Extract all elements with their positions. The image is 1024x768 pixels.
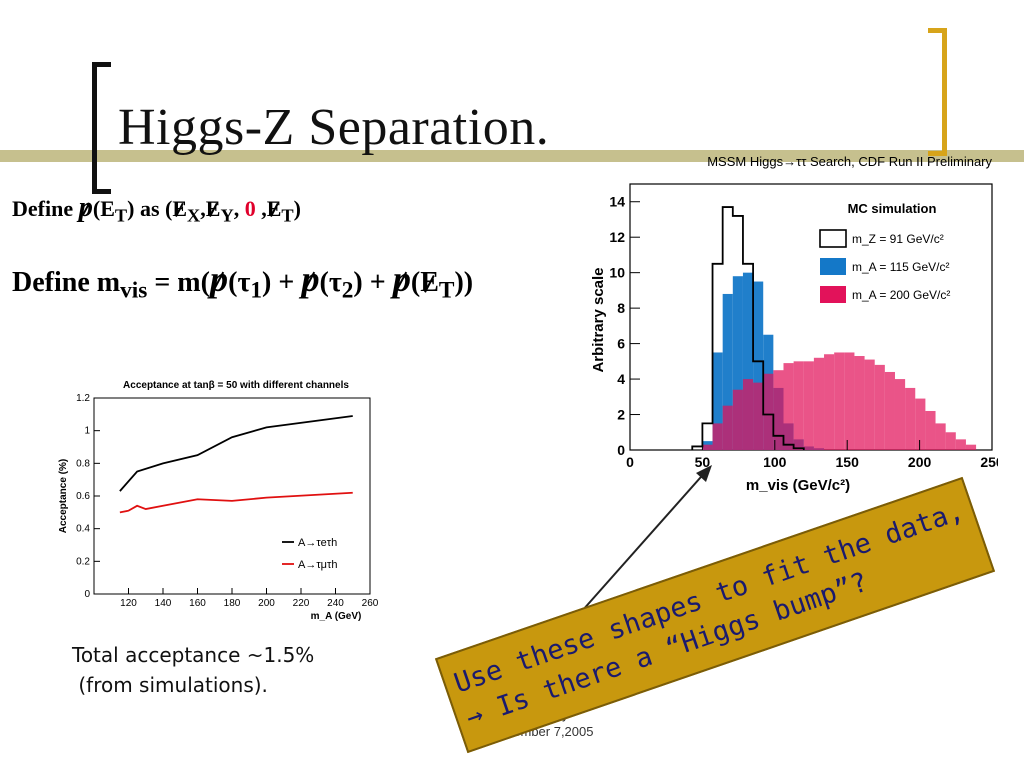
mvis-histogram-bar [702,444,713,450]
mvis-histogram-bar [753,281,764,450]
acceptance-x-tick-label: 200 [258,598,275,609]
mvis-legend-label: m_Z = 91 GeV/c² [852,232,944,246]
mvis-histogram-bar [722,405,733,450]
mvis-x-tick-label: 100 [763,454,787,470]
mvis-histogram-bar [864,359,875,450]
mvis-histogram-bar [874,364,885,450]
mvis-y-tick-label: 12 [609,229,625,245]
mvis-histogram-bar [935,423,946,450]
mvis-histogram-bar [712,352,723,450]
mvis-histogram-bar [834,352,845,450]
definition-missing-et: Define p(ET) as (EX,EY, 0 ,ET) [12,192,301,226]
mvis-histogram-bar [925,410,936,450]
acceptance-y-tick-label: 0 [84,589,90,600]
accent-bar [0,150,1024,162]
acceptance-x-label: m_A (GeV) [311,611,362,622]
left-bracket [92,62,111,194]
acceptance-legend-label: A→τeτh [298,537,337,549]
acceptance-note: Total acceptance ~1.5% (from simulations… [72,643,315,697]
mvis-histogram-bar [945,432,956,450]
acceptance-y-tick-label: 0.6 [76,491,90,502]
acceptance-x-tick-label: 140 [155,598,172,609]
mvis-histogram-bar [722,293,733,450]
acceptance-y-tick-label: 0.4 [76,524,90,535]
acceptance-y-tick-label: 1.2 [76,393,90,404]
acceptance-chart: Acceptance at tanβ = 50 with different c… [58,380,379,622]
mvis-histogram-bar [732,276,743,450]
mvis-histogram-bar [803,361,814,450]
mvis-histogram-bar [783,363,794,450]
mvis-histogram-bar [915,398,926,450]
acceptance-x-tick-label: 120 [120,598,137,609]
mvis-y-label: Arbitrary scale [590,267,607,372]
definition-mvis: Define mvis = m(p(τ1) + p(τ2) + p(ET)) [12,259,474,304]
mvis-histogram-bar [813,357,825,450]
acceptance-x-tick-label: 260 [362,598,379,609]
mvis-chart-header: MSSM Higgs→ττ Search, CDF Run II Prelimi… [707,154,992,169]
mvis-histogram-bar [712,423,723,450]
acceptance-legend-label: A→τμτh [298,559,337,571]
acceptance-y-label: Acceptance (%) [58,459,69,533]
mvis-histogram-bar [753,382,764,450]
acceptance-x-tick-label: 160 [189,598,206,609]
mvis-histogram-bar [742,379,754,450]
mvis-histogram-bar [732,389,743,450]
callout-arrow [581,465,712,612]
mvis-x-tick-label: 0 [626,454,634,470]
mvis-legend-label: m_A = 200 GeV/c² [852,288,950,302]
mvis-histogram-bar [773,370,784,450]
mvis-histogram-bar [742,272,754,450]
mvis-y-tick-label: 0 [617,442,625,458]
mvis-x-label: m_vis (GeV/c²) [746,477,850,494]
mvis-histogram: MSSM Higgs→ττ Search, CDF Run II Prelimi… [590,154,998,494]
mvis-histogram-bar [824,354,835,450]
acceptance-y-tick-label: 0.2 [76,556,90,567]
acceptance-chart-title: Acceptance at tanβ = 50 with different c… [123,380,349,391]
mvis-y-tick-label: 4 [617,371,625,387]
acceptance-x-tick-label: 220 [293,598,310,609]
mvis-histogram-bar [884,371,895,450]
mvis-histogram-bar [905,387,916,450]
mvis-legend-swatch [820,258,846,275]
mvis-histogram-bar [955,439,966,450]
mvis-x-tick-label: 50 [695,454,711,470]
mvis-histogram-bar [894,379,906,450]
mvis-y-tick-label: 10 [609,265,625,281]
mvis-legend-label: m_A = 115 GeV/c² [852,260,950,274]
mvis-histogram-bar [854,356,865,450]
acceptance-x-tick-label: 180 [224,598,241,609]
mvis-x-tick-label: 200 [908,454,932,470]
acceptance-x-tick-label: 240 [327,598,344,609]
acceptance-series-line [119,491,353,514]
acceptance-y-tick-label: 0.8 [76,458,90,469]
callout-arrow-line [581,468,709,612]
mvis-histogram-bar [844,352,855,450]
acceptance-series-line [119,415,353,492]
mvis-histogram-bar [965,444,977,450]
right-bracket [928,28,947,156]
mvis-y-tick-label: 2 [617,407,625,423]
mvis-z-histogram [691,206,805,450]
mvis-legend-swatch [820,286,846,303]
mvis-y-tick-label: 8 [617,300,625,316]
acceptance-y-tick-label: 1 [84,426,90,437]
mvis-legend-swatch [819,229,847,248]
mvis-y-tick-label: 6 [617,336,625,352]
slide-title: Higgs-Z Separation. [118,99,550,156]
mvis-legend-title: MC simulation [848,201,937,216]
mvis-histogram-bar [793,361,804,450]
mvis-x-tick-label: 150 [836,454,860,470]
callout-arrow-head [696,465,712,482]
mvis-y-tick-label: 14 [609,194,625,210]
mvis-histogram-bar [763,373,774,450]
mvis-x-tick-label: 250 [980,454,998,470]
